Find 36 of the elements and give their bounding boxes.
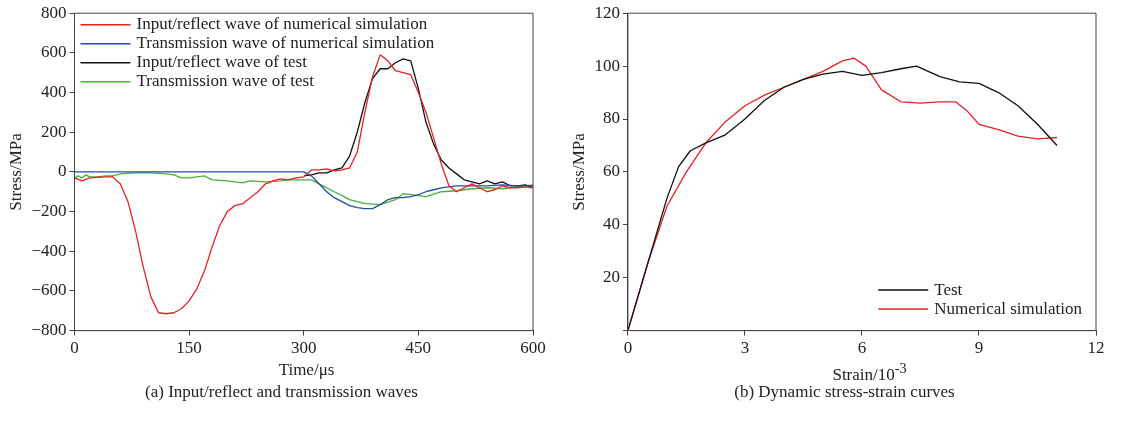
x-tick-label: 6	[857, 338, 867, 358]
y-tick-label: −200	[31, 201, 67, 221]
x-axis-title: Strain/10$^{-3}$	[831, 360, 908, 385]
x-tick-label: 600	[520, 338, 546, 358]
legend-label: Test	[934, 279, 963, 299]
y-tick-label: 20	[602, 267, 620, 287]
x-tick-label: 3	[740, 338, 750, 358]
y-axis-title: Stress/MPa	[5, 132, 25, 211]
y-tick-label: 40	[602, 214, 620, 234]
y-tick-label: 600	[40, 42, 67, 62]
x-tick-label: 12	[1087, 338, 1105, 358]
y-tick-label: 60	[602, 161, 620, 181]
x-tick-label: 9	[974, 338, 984, 358]
text: (a) Input/reflect and transmission waves	[144, 382, 419, 402]
x-tick-label: 0	[623, 338, 633, 358]
legend-label: Transmission wave of test	[136, 71, 315, 91]
legend-label: Numerical simulation	[934, 298, 1083, 318]
y-tick-label: 200	[40, 121, 67, 141]
y-tick-label: 80	[602, 108, 620, 128]
y-axis-title: Stress/MPa	[568, 132, 588, 211]
legend-label: Input/reflect wave of test	[136, 52, 308, 72]
y-tick-label: 400	[40, 82, 67, 102]
y-tick-label: −800	[31, 320, 67, 340]
x-axis-title: Time/μs	[277, 360, 336, 380]
y-tick-label: −600	[31, 280, 67, 300]
x-tick-label: 300	[290, 338, 317, 358]
y-tick-label: 0	[57, 161, 67, 181]
y-tick-label: 800	[40, 2, 67, 22]
y-tick-label: 120	[594, 2, 620, 22]
x-tick-label: 150	[176, 338, 202, 358]
text: (b) Dynamic stress-strain curves	[733, 382, 956, 402]
y-tick-label: 100	[594, 55, 620, 75]
legend-label: Input/reflect wave of numerical simulation	[136, 14, 428, 34]
x-tick-label: 450	[405, 338, 432, 358]
y-tick-label: −400	[31, 240, 67, 260]
legend-label: Transmission wave of numerical simulation	[136, 33, 435, 53]
